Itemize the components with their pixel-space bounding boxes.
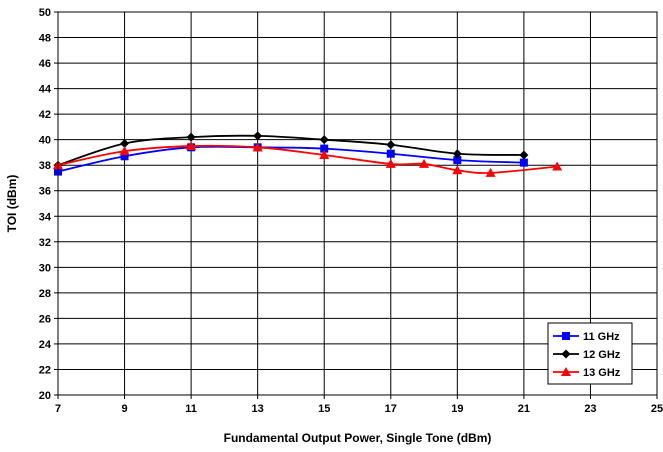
x-tick-label: 13 xyxy=(252,403,264,415)
x-tick-label: 7 xyxy=(55,403,61,415)
y-tick-label: 28 xyxy=(39,288,51,300)
data-point-11-ghz xyxy=(120,152,129,161)
series-12-ghz xyxy=(53,131,529,170)
x-tick-label: 11 xyxy=(185,403,197,415)
data-point-12-ghz xyxy=(253,131,263,141)
data-point-13-ghz xyxy=(119,146,130,156)
x-tick-label: 25 xyxy=(651,403,663,415)
x-tick-label: 17 xyxy=(385,403,397,415)
data-point-12-ghz xyxy=(452,149,462,159)
y-tick-label: 42 xyxy=(39,109,51,121)
legend-label-11-ghz: 11 GHz xyxy=(583,331,620,343)
data-point-13-ghz xyxy=(452,165,463,175)
y-tick-label: 24 xyxy=(39,339,52,351)
series-line-11-ghz xyxy=(57,145,524,173)
y-tick-label: 22 xyxy=(39,364,51,376)
legend-marker-12-ghz xyxy=(561,349,571,359)
tick-labels: 20 22 24 26 28 30 32 34 36 38 40 42 44 46 48 50 7 9 11 13 15… xyxy=(39,7,663,415)
data-point-13-ghz xyxy=(485,167,496,177)
data-point-12-ghz xyxy=(120,138,130,148)
data-point-11-ghz xyxy=(320,144,329,153)
x-axis-title: Fundamental Output Power, Single Tone (d… xyxy=(224,431,492,445)
y-axis-title: TOI (dBm) xyxy=(5,175,19,233)
data-point-13-ghz xyxy=(319,149,330,159)
y-tick-label: 30 xyxy=(39,262,51,274)
x-tick-label: 9 xyxy=(121,403,127,415)
data-point-11-ghz xyxy=(453,156,462,165)
data-point-12-ghz xyxy=(519,150,529,160)
y-tick-label: 32 xyxy=(39,237,51,249)
x-tick-label: 23 xyxy=(584,403,596,415)
series-line-13-ghz xyxy=(57,144,558,174)
y-tick-label: 48 xyxy=(39,33,51,45)
x-tick-label: 21 xyxy=(518,403,530,415)
legend-label-12-ghz: 12 GHz xyxy=(583,349,621,361)
y-tick-label: 38 xyxy=(39,160,51,172)
series-13-ghz xyxy=(53,141,563,177)
data-point-13-ghz xyxy=(552,161,563,171)
legend: 11 GHz 12 GHz 13 GHz xyxy=(547,322,633,385)
data-point-12-ghz xyxy=(186,132,196,142)
legend-marker-13-ghz xyxy=(561,367,571,376)
data-point-13-ghz xyxy=(385,158,396,168)
series-group xyxy=(53,131,563,177)
plot-area-frame xyxy=(57,11,658,396)
data-point-12-ghz xyxy=(319,135,329,145)
series-line-12-ghz xyxy=(57,134,524,167)
y-tick-label: 46 xyxy=(39,58,51,70)
legend-label-13-ghz: 13 GHz xyxy=(583,367,621,379)
data-point-13-ghz xyxy=(186,141,197,151)
data-point-13-ghz xyxy=(419,158,430,168)
data-point-12-ghz xyxy=(386,140,396,150)
y-tick-label: 50 xyxy=(39,7,51,19)
x-tick-label: 19 xyxy=(451,403,463,415)
legend-marker-11-ghz xyxy=(562,332,570,340)
y-tick-label: 20 xyxy=(39,390,51,402)
y-tick-label: 36 xyxy=(39,186,51,198)
y-tick-label: 34 xyxy=(39,211,52,223)
y-tick-label: 44 xyxy=(39,84,52,96)
y-tick-label: 40 xyxy=(39,135,51,147)
data-point-13-ghz xyxy=(252,142,263,152)
x-tick-label: 15 xyxy=(318,403,330,415)
y-tick-label: 26 xyxy=(39,313,51,325)
data-point-11-ghz xyxy=(519,158,528,167)
data-point-11-ghz xyxy=(386,149,395,158)
